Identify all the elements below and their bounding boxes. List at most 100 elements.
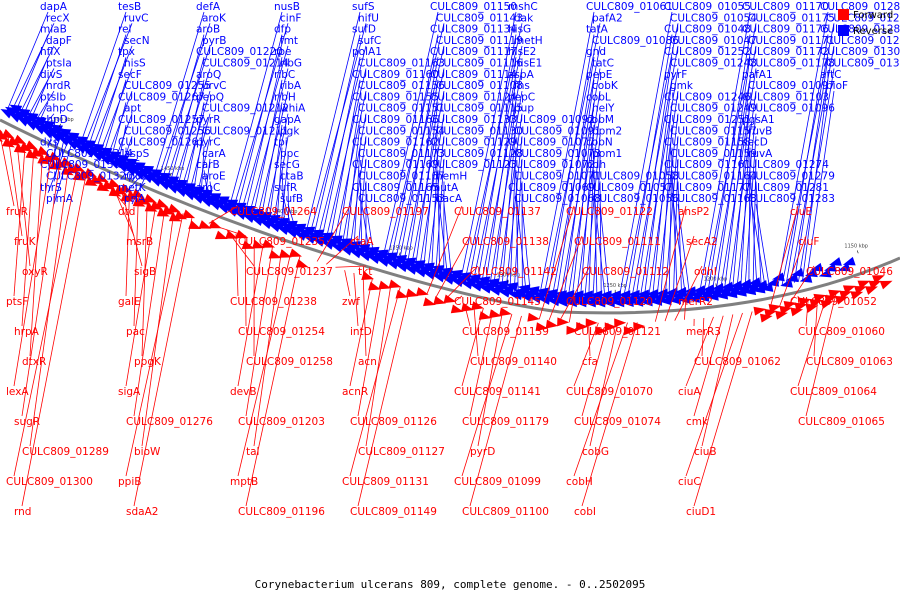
gene-label: miaB — [40, 24, 67, 36]
gene-label: ribC — [274, 69, 295, 81]
gene-label: CULC809_01162 — [352, 137, 439, 149]
gene-label: cobL — [586, 91, 611, 103]
gene-label: pyrB — [202, 35, 226, 47]
gene-label: CULC809_01065 — [798, 416, 885, 428]
gene-label: apt — [124, 103, 141, 115]
gene-label: ptsIa — [46, 58, 72, 70]
gene-label: gapA — [274, 114, 302, 126]
gene-label: carA — [202, 148, 227, 160]
gene-label: CULC809_01071 — [514, 171, 601, 183]
gene-label: hemH — [436, 171, 467, 183]
gene-label: dtd — [118, 206, 135, 218]
gene-label: ciuB — [694, 446, 717, 458]
gene-label: aroE — [202, 171, 226, 183]
forward-gene-glyph — [416, 287, 429, 296]
kbp-tick-label: 1250 kbp — [603, 283, 627, 289]
gene-label: CULC809_01131 — [342, 476, 429, 488]
gene-label: ptsF — [6, 296, 28, 308]
gene-label: pepE — [586, 69, 612, 81]
gene-label: cmk — [686, 416, 709, 428]
gene-label: CULC809_01258 — [246, 356, 333, 368]
gene-label: CULC809_01283 — [748, 193, 835, 205]
gene-label: cinF — [280, 12, 301, 24]
gene-label: CULC809_01140 — [470, 356, 557, 368]
gene-label: cobN — [586, 137, 613, 149]
gene-label: ctaB — [280, 171, 304, 183]
forward-gene-glyph — [423, 297, 436, 306]
gene-label: rpe — [274, 46, 291, 58]
gene-label: CULC809_01121 — [574, 326, 661, 338]
gene-label: ciuE — [790, 206, 812, 218]
gene-label: hisS — [124, 58, 146, 70]
gene-label: ciuD1 — [686, 506, 716, 518]
gene-label: cfa — [582, 356, 598, 368]
gene-label: CULC809_01197 — [342, 206, 429, 218]
gene-label: mutA — [430, 182, 459, 194]
gene-label: ansP2 — [678, 206, 710, 218]
gene-label: tkt — [358, 266, 372, 278]
gene-label: priA — [124, 193, 146, 205]
gene-label: CULC809_01289 — [22, 446, 109, 458]
gene-label: CULC809_01235 — [238, 236, 325, 248]
gene-label: CULC809_01302 — [820, 46, 900, 58]
gene-label: dut — [46, 125, 63, 137]
forward-gene-glyph — [156, 199, 169, 208]
gene-label: ruvB — [748, 125, 772, 137]
gene-label: cobI — [574, 506, 596, 518]
gene-label: galE — [118, 296, 141, 308]
gene-label: CULC809_01264 — [230, 206, 317, 218]
gene-label: fhs — [514, 80, 530, 92]
gene-label: CULC809_01142 — [470, 266, 557, 278]
gene-label: pgk — [280, 125, 300, 137]
gene-label: CULC809_01064 — [790, 386, 877, 398]
gene-label: pyrD — [470, 446, 495, 458]
gene-label: CULC809_01137 — [454, 206, 541, 218]
gene-label: CULC809_01074 — [574, 416, 661, 428]
gene-label-leader — [345, 270, 350, 296]
forward-gene-glyph — [182, 210, 195, 219]
gene-label: tatC — [592, 58, 614, 70]
gene-label: helY — [592, 103, 615, 115]
gene-label: CULC809_01108 — [436, 80, 523, 92]
gene-label-leader — [756, 204, 770, 288]
gene-label: ppgK — [134, 356, 162, 368]
gene-label: CULC809_01046 — [806, 266, 893, 278]
gene-label: recX — [46, 12, 70, 24]
gene-label: whiA — [280, 103, 306, 115]
gene-label: CULC809_01159 — [670, 148, 757, 160]
gene-label: sufB — [280, 193, 303, 205]
gene-label: CULC809_01100 — [462, 506, 549, 518]
gene-label: urvC — [202, 80, 227, 92]
gene-label: odhI — [694, 266, 717, 278]
gene-label: aroB — [196, 24, 220, 36]
gene-label: CULC809_01145 — [454, 296, 541, 308]
gene-label: pyrC — [196, 137, 221, 149]
gene-label: pepQ — [196, 91, 224, 103]
gene-label: CULC809_01252 — [664, 46, 751, 58]
gene-label: nusB — [274, 1, 300, 13]
gene-label: CULC809_01055 — [664, 1, 751, 13]
forward-legend-swatch — [838, 9, 849, 20]
gene-label: secG — [274, 159, 300, 171]
gene-label: cobG — [582, 446, 609, 458]
gene-label: CULC809_01048 — [664, 24, 751, 36]
gene-label: CULC809_01179 — [462, 416, 549, 428]
gene-label: ppm2 — [592, 125, 622, 137]
gene-label: hflX — [40, 46, 60, 58]
gene-label: hrpA — [14, 326, 40, 338]
gene-label: CULC809_01300 — [6, 476, 93, 488]
gene-label: ppc — [280, 148, 299, 160]
gene-label: rel — [118, 24, 131, 36]
figure-caption: Corynebacterium ulcerans 809, complete g… — [255, 578, 646, 591]
gene-label: dfp — [274, 24, 291, 36]
gene-label: CULC809_01246 — [664, 91, 751, 103]
gene-label-leader — [462, 308, 483, 386]
reverse-legend-swatch — [838, 25, 849, 36]
reverse-gene-glyph — [843, 257, 856, 266]
gene-label-leader — [245, 237, 246, 326]
gene-label: ribG — [280, 58, 302, 70]
gene-label: CULC809_01276 — [126, 416, 213, 428]
gene-label: tatA — [586, 24, 609, 36]
gene-label: CULC809_01103 — [742, 91, 829, 103]
gene-label: CULC809_01320 — [46, 171, 133, 183]
